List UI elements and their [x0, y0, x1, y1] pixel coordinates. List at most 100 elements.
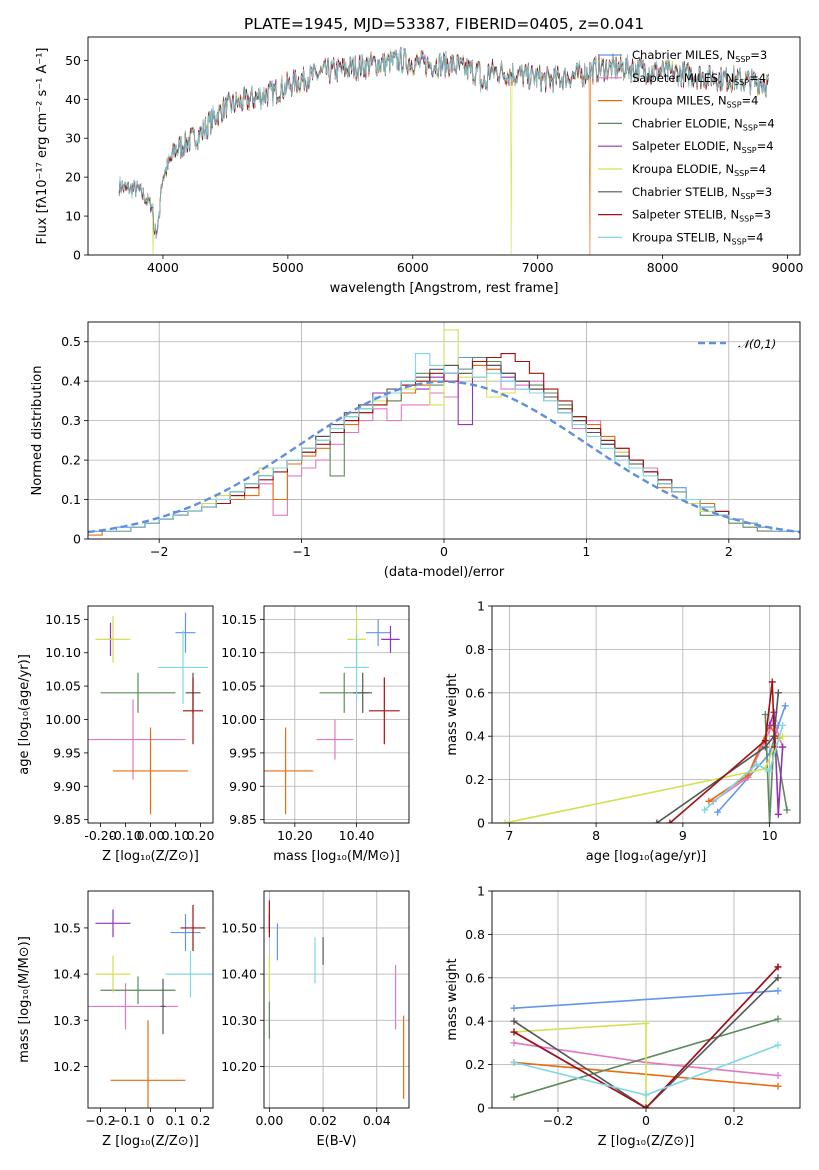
x-axis-label: Z [log₁₀(Z/Z⊙)]	[102, 1134, 199, 1149]
weight-marker	[761, 743, 769, 751]
y-tick-label: 10.5	[53, 920, 81, 935]
x-axis-label: mass [log₁₀(M/M⊙)]	[273, 849, 400, 864]
y-tick-label: 10.10	[45, 645, 81, 660]
weight-line	[513, 977, 779, 1108]
axes-frame	[263, 890, 410, 1109]
weight-line	[513, 966, 779, 1108]
x-tick-label: 7000	[522, 260, 554, 275]
spectrum-line-kroupa-stelib	[118, 48, 769, 238]
error-bar-point	[344, 634, 369, 701]
panel-age-vs-metallicity: -0.20-0.100.000.100.20 9.85 9.90 9.95 10.00 1…	[17, 605, 214, 864]
x-axis-label: wavelength [Angstrom, rest frame]	[330, 281, 559, 296]
x-tick-label: 0.2	[191, 1113, 211, 1128]
weight-marker	[666, 819, 674, 823]
x-tick-label: 10.20	[277, 828, 313, 843]
x-axis-label: E(B-V)	[316, 1134, 356, 1149]
y-tick-label: 0.6	[465, 685, 485, 700]
plot-area	[264, 612, 400, 815]
weight-marker	[510, 1004, 518, 1012]
weight-line	[669, 681, 776, 823]
error-bar-point	[183, 677, 203, 745]
legend-entry: Chabrier STELIB, NSSP=3	[632, 185, 772, 201]
error-bar-point	[88, 699, 186, 780]
y-tick-label: 10.10	[221, 645, 257, 660]
error-bar-point	[110, 1020, 186, 1108]
weight-marker	[653, 819, 661, 823]
legend-entry: Salpeter MILES, NSSP=4	[632, 71, 766, 87]
weight-marker	[768, 678, 776, 686]
y-tick-label: 10	[65, 209, 81, 224]
y-tick-label: 9.90	[53, 779, 81, 794]
weight-marker	[774, 689, 782, 697]
y-tick-label: 10.00	[45, 712, 81, 727]
plot-area	[510, 963, 782, 1108]
error-bar-point	[368, 677, 400, 745]
y-tick-label: 0.4	[465, 729, 485, 744]
x-tick-label: 0.04	[363, 1113, 391, 1128]
plot-area	[118, 46, 769, 255]
x-tick-label: 9000	[772, 260, 804, 275]
x-axis-label: age [log₁₀(age/yr)]	[586, 849, 707, 864]
y-axis-label: Normed distribution	[30, 366, 45, 496]
y-tick-label: 10.40	[221, 967, 257, 982]
y-tick-label: 0.1	[61, 492, 81, 507]
x-axis-label: Z [log₁₀(Z/Z⊙)]	[598, 1134, 695, 1149]
weight-marker	[774, 1015, 782, 1023]
axes-frame	[263, 605, 410, 824]
error-bar-point	[365, 619, 391, 647]
grid-lines	[264, 606, 409, 823]
legend-entry: Kroupa STELIB, NSSP=4	[632, 230, 763, 246]
weight-marker	[501, 819, 509, 823]
x-tick-label: −0.1	[110, 1113, 140, 1128]
x-tick-label: 8000	[647, 260, 679, 275]
y-tick-label: 10.15	[221, 612, 257, 627]
panel-spectrum: 4000 5000 6000 7000 8000 9000 0 10 20 30 40 50 wavel…	[35, 36, 804, 296]
error-bar-point	[175, 612, 196, 653]
y-tick-label: 0.2	[465, 772, 485, 787]
x-tick-label: 0.1	[166, 1113, 186, 1128]
y-tick-label: 0.6	[465, 970, 485, 985]
x-tick-label: 10.40	[339, 828, 375, 843]
x-tick-label: −1	[292, 544, 310, 559]
histogram-step	[88, 353, 800, 532]
x-tick-label: 9	[679, 828, 687, 843]
error-bar-point	[95, 909, 131, 938]
y-axis-label: Flux [fλ10⁻¹⁷ erg cm⁻² s⁻¹ A⁻¹]	[35, 48, 50, 245]
panel-mass-weight-vs-age: 7 8 9 10 0 0.2 0.4 0.6 0.8 1 age [log₁₀(age/yr)] ma…	[445, 599, 801, 864]
y-tick-label: 10.2	[53, 1059, 81, 1074]
y-tick-label: 0	[477, 816, 485, 831]
y-tick-label: 0.4	[465, 1014, 485, 1029]
y-tick-label: 10.50	[221, 920, 257, 935]
weight-marker	[774, 974, 782, 982]
weight-marker	[779, 743, 787, 751]
panel-residual-histogram: −2 −1 0 1 2 0 0.1 0.2 0.3 0.4 0.5 (data-model)/erro…	[30, 321, 801, 580]
error-bar-point	[170, 914, 201, 952]
weight-marker	[510, 1039, 518, 1047]
y-tick-label: 40	[65, 92, 81, 107]
error-bar-point	[180, 904, 206, 952]
y-tick-label: 20	[65, 170, 81, 185]
weight-marker	[642, 1091, 650, 1099]
x-axis-label: (data-model)/error	[384, 565, 505, 580]
weight-marker	[761, 737, 769, 745]
weight-marker	[642, 1019, 650, 1027]
weight-marker	[774, 1041, 782, 1049]
weight-marker	[510, 1028, 518, 1036]
error-bar-point	[316, 719, 354, 760]
legend-entry: Kroupa MILES, NSSP=4	[632, 94, 758, 110]
plot-area	[88, 904, 213, 1108]
panel-mass-weight-vs-metallicity: −0.2 0 0.2 0 0.2 0.4 0.6 0.8 1 Z [log₁₀(Z/Z⊙)] mas…	[445, 884, 801, 1149]
x-tick-label: 2	[725, 544, 733, 559]
error-bar-point	[264, 727, 314, 815]
x-tick-label: -0.20	[84, 828, 116, 843]
plot-area	[501, 678, 791, 823]
weight-line	[513, 990, 779, 1009]
y-tick-label: 10.20	[221, 1059, 257, 1074]
figure-title: PLATE=1945, MJD=53387, FIBERID=0405, z=0…	[244, 15, 644, 33]
y-tick-label: 10.00	[221, 712, 257, 727]
legend-entry: Chabrier MILES, NSSP=3	[632, 48, 767, 64]
plot-area	[88, 329, 800, 536]
weight-marker	[701, 806, 709, 814]
normal-curve	[88, 380, 800, 534]
